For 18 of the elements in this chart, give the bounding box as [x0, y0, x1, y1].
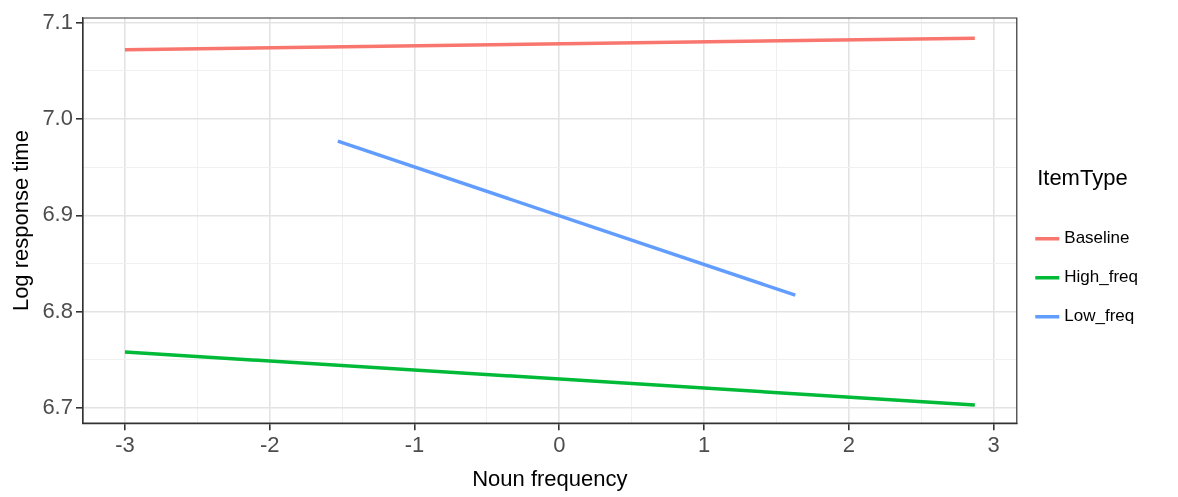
y-tick-label: 6.7 — [42, 393, 73, 419]
y-axis-title: Log response time — [8, 130, 34, 312]
x-tick-label: 0 — [553, 432, 566, 458]
legend-title: ItemType — [1037, 164, 1128, 190]
legend-label: High_freq — [1064, 267, 1139, 287]
x-tick-label: -3 — [115, 432, 135, 458]
x-tick-label: 2 — [842, 432, 855, 458]
y-tick-label: 6.8 — [42, 297, 73, 323]
legend-label: Low_freq — [1064, 306, 1135, 326]
x-tick-label: 1 — [697, 432, 711, 458]
legend-label: Baseline — [1064, 228, 1130, 248]
x-tick-label: 3 — [987, 432, 1000, 458]
y-tick-label: 6.9 — [42, 201, 73, 227]
text: 7.0 — [42, 105, 73, 131]
x-axis-title: Noun frequency — [472, 465, 628, 491]
y-tick-label: 7.1 — [42, 8, 73, 34]
x-tick-label: -2 — [259, 432, 280, 458]
x-tick-label: -1 — [404, 432, 425, 458]
